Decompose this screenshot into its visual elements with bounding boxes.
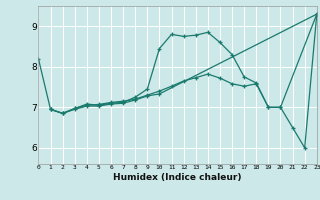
- X-axis label: Humidex (Indice chaleur): Humidex (Indice chaleur): [113, 173, 242, 182]
